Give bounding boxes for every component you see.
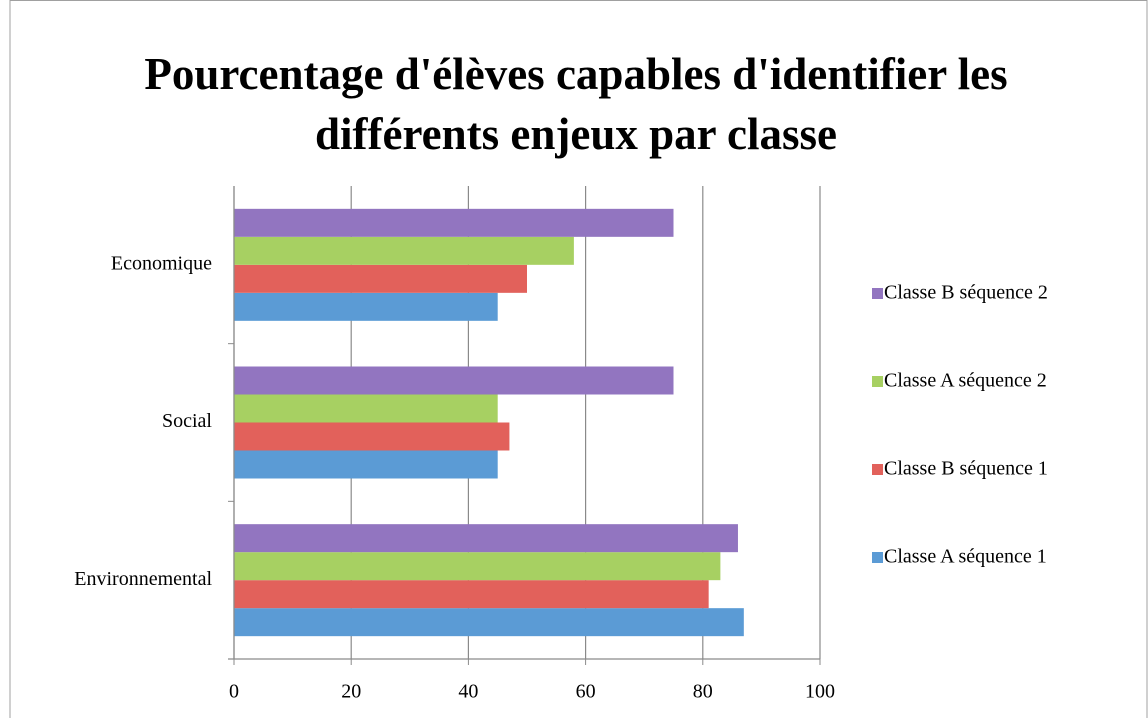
legend-label: Classe B séquence 2 bbox=[884, 282, 1048, 304]
bar bbox=[234, 450, 498, 479]
bar bbox=[234, 608, 744, 637]
bar bbox=[234, 580, 709, 609]
legend-label: Classe A séquence 1 bbox=[884, 546, 1047, 568]
bar bbox=[234, 264, 527, 293]
x-tick-label: 20 bbox=[341, 681, 361, 703]
y-tick-label: Economique bbox=[111, 252, 212, 274]
bar bbox=[234, 394, 498, 423]
bar bbox=[234, 524, 738, 553]
bar bbox=[234, 366, 674, 395]
legend-swatch bbox=[872, 464, 883, 475]
y-tick-label: Environnemental bbox=[74, 568, 212, 590]
chart-title: Pourcentage d'élèves capables d'identifi… bbox=[144, 49, 1008, 159]
x-tick-label: 80 bbox=[693, 681, 713, 703]
y-tick-label: Social bbox=[162, 410, 212, 432]
legend-swatch bbox=[872, 552, 883, 563]
legend-label: Classe A séquence 2 bbox=[884, 370, 1047, 392]
bar bbox=[234, 208, 674, 237]
legend-label: Classe B séquence 1 bbox=[884, 458, 1048, 480]
x-tick-label: 100 bbox=[805, 681, 835, 703]
x-tick-label: 60 bbox=[576, 681, 596, 703]
bar bbox=[234, 552, 721, 581]
bar bbox=[234, 422, 510, 451]
x-tick-label: 0 bbox=[229, 681, 239, 703]
chart-border bbox=[9, 0, 1148, 718]
bar bbox=[234, 292, 498, 321]
x-tick-label: 40 bbox=[458, 681, 478, 703]
legend-swatch bbox=[872, 376, 883, 387]
bar bbox=[234, 236, 574, 265]
legend-swatch bbox=[872, 288, 883, 299]
